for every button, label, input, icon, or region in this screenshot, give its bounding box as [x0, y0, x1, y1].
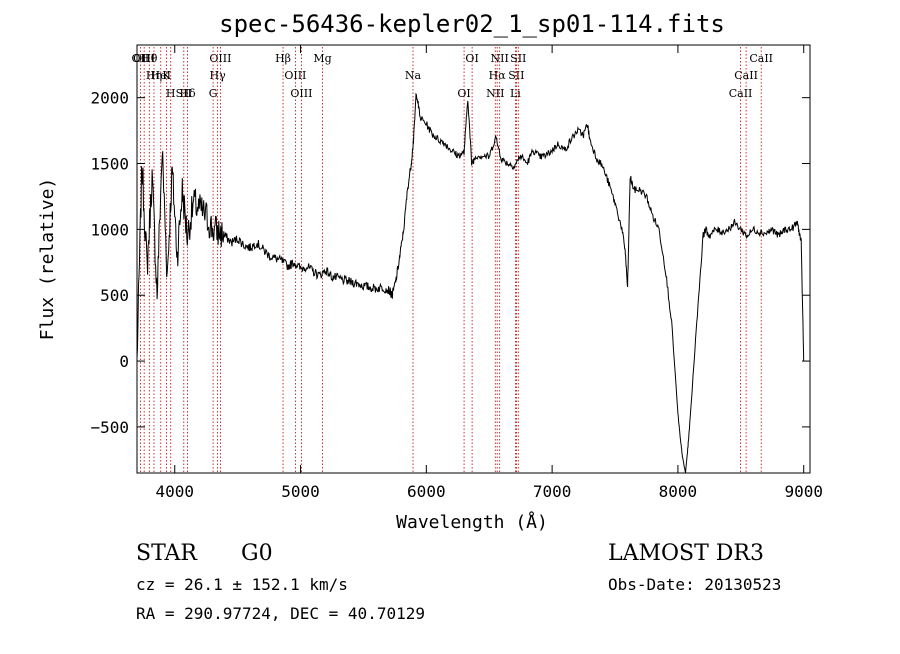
line-marker-label: NII: [491, 52, 509, 65]
survey-label: LAMOST DR3: [608, 541, 764, 566]
line-marker-label: G: [209, 87, 218, 100]
coords-text: RA = 290.97724, DEC = 40.70129: [136, 604, 425, 623]
line-marker-label: Hγ: [210, 69, 227, 82]
x-tick-label: 6000: [407, 482, 446, 501]
line-marker-label: OI: [465, 52, 478, 65]
line-marker-label: OI: [457, 87, 470, 100]
flux-series-line: [136, 92, 805, 473]
line-marker-label: SII: [176, 87, 192, 100]
line-marker-label: CaII: [734, 69, 758, 82]
line-marker-label: H: [166, 87, 176, 100]
x-tick-label: 5000: [281, 482, 320, 501]
line-marker-label: Na: [405, 69, 422, 82]
line-marker-label: HeI: [151, 69, 171, 82]
line-marker-label: NII: [486, 87, 504, 100]
line-marker-label: Hβ: [275, 52, 291, 65]
y-axis-label: Flux (relative): [37, 178, 58, 341]
line-marker-label: Li: [510, 87, 521, 100]
line-marker-label: OIII: [133, 52, 155, 65]
x-tick-label: 8000: [659, 482, 698, 501]
line-marker-label: OIII: [290, 87, 312, 100]
line-marker-label: SII: [508, 69, 524, 82]
line-marker-label: OIII: [209, 52, 231, 65]
line-marker-label: SII: [510, 52, 526, 65]
x-tick-label: 9000: [784, 482, 823, 501]
chart-title: spec-56436-kepler02_1_sp01-114.fits: [219, 10, 725, 38]
line-marker-label: CaII: [749, 52, 773, 65]
y-tick-label: 2000: [90, 89, 129, 108]
axis-ticks-layer: 4000 5000 6000 7000 8000 9000 −500 0 500 1000 1500…: [90, 45, 823, 501]
line-marker-label: OIII: [284, 69, 306, 82]
x-tick-label: 4000: [155, 482, 194, 501]
velocity-text: cz = 26.1 ± 152.1 km/s: [136, 575, 348, 594]
x-tick-label: 7000: [533, 482, 572, 501]
line-marker-label: K: [162, 69, 171, 82]
line-marker-label: CaII: [729, 87, 753, 100]
line-markers-layer: HθKHδOIIHeISIIOIIIHηHOIIIHγGHβOIIIOIIIMg…: [132, 47, 773, 472]
x-axis-label: Wavelength (Å): [396, 511, 548, 533]
line-marker-label: Hη: [146, 69, 162, 82]
y-tick-label: 1000: [90, 220, 129, 239]
line-marker-label: Mg: [313, 52, 331, 65]
line-marker-label: Hα: [489, 69, 507, 82]
y-tick-label: 0: [119, 352, 129, 371]
class-label: STAR: [136, 541, 198, 566]
subclass-label: G0: [241, 541, 273, 566]
line-marker-label: OII: [132, 52, 150, 65]
y-tick-label: 1500: [90, 155, 129, 174]
y-tick-label: −500: [90, 418, 129, 437]
y-tick-label: 500: [100, 286, 129, 305]
plot-frame: [136, 44, 811, 474]
obs-date-text: Obs-Date: 20130523: [608, 575, 781, 594]
